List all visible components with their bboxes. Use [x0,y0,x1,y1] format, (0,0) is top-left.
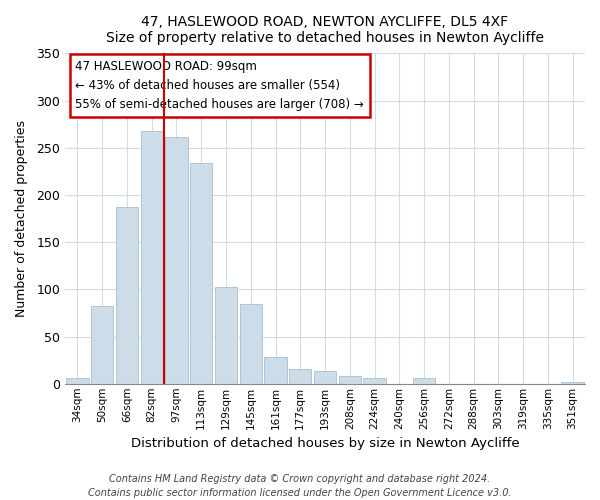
Bar [289,368,311,384]
Bar [338,376,361,384]
Bar [91,306,113,384]
Bar [413,378,435,384]
Title: 47, HASLEWOOD ROAD, NEWTON AYCLIFFE, DL5 4XF
Size of property relative to detach: 47, HASLEWOOD ROAD, NEWTON AYCLIFFE, DL5… [106,15,544,45]
Bar [215,288,237,384]
Bar [562,382,584,384]
Bar [265,358,287,384]
Text: Contains HM Land Registry data © Crown copyright and database right 2024.
Contai: Contains HM Land Registry data © Crown c… [88,474,512,498]
Bar [314,370,336,384]
Bar [116,207,138,384]
Bar [364,378,386,384]
Text: 47 HASLEWOOD ROAD: 99sqm
← 43% of detached houses are smaller (554)
55% of semi-: 47 HASLEWOOD ROAD: 99sqm ← 43% of detach… [76,60,364,111]
Bar [67,378,89,384]
Bar [190,163,212,384]
Bar [239,304,262,384]
Bar [140,130,163,384]
Y-axis label: Number of detached properties: Number of detached properties [15,120,28,317]
Bar [166,138,188,384]
X-axis label: Distribution of detached houses by size in Newton Aycliffe: Distribution of detached houses by size … [131,437,520,450]
